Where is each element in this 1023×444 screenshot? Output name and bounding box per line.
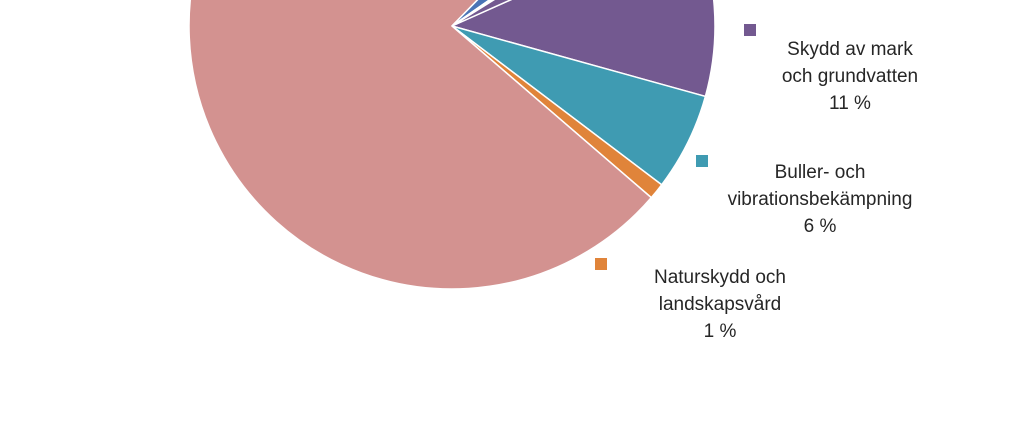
legend-label-line: vibrationsbekämpning xyxy=(727,189,913,210)
legend-value-label: 11 % xyxy=(829,93,871,114)
legend-entry-naturskydd: Naturskydd och landskapsvård 1 % xyxy=(640,264,800,345)
legend-swatch-naturskydd xyxy=(595,258,607,270)
pie-slice-unlabeled-3 xyxy=(188,0,653,290)
legend-label-line: Skydd av mark xyxy=(787,39,913,60)
legend-label-line: landskapsvård xyxy=(658,294,782,315)
legend-swatch-skydd-av-mark xyxy=(744,24,756,36)
pie-slice-skydd-av-mark-och-grundvatten-0 xyxy=(449,0,716,98)
legend-entry-skydd-av-mark: Skydd av mark och grundvatten 11 % xyxy=(760,36,940,117)
legend-value-label: 1 % xyxy=(703,321,737,342)
pie-slice-unlabeled-7 xyxy=(451,0,513,27)
legend-value-label: 6 % xyxy=(803,216,837,237)
legend-label-line: Naturskydd och xyxy=(653,267,786,288)
legend-label-line: Buller- och xyxy=(774,162,866,183)
legend-swatch-buller xyxy=(696,155,708,167)
legend-label-line: och grundvatten xyxy=(781,66,919,87)
legend-entry-buller: Buller- och vibrationsbekämpning 6 % xyxy=(710,159,930,240)
